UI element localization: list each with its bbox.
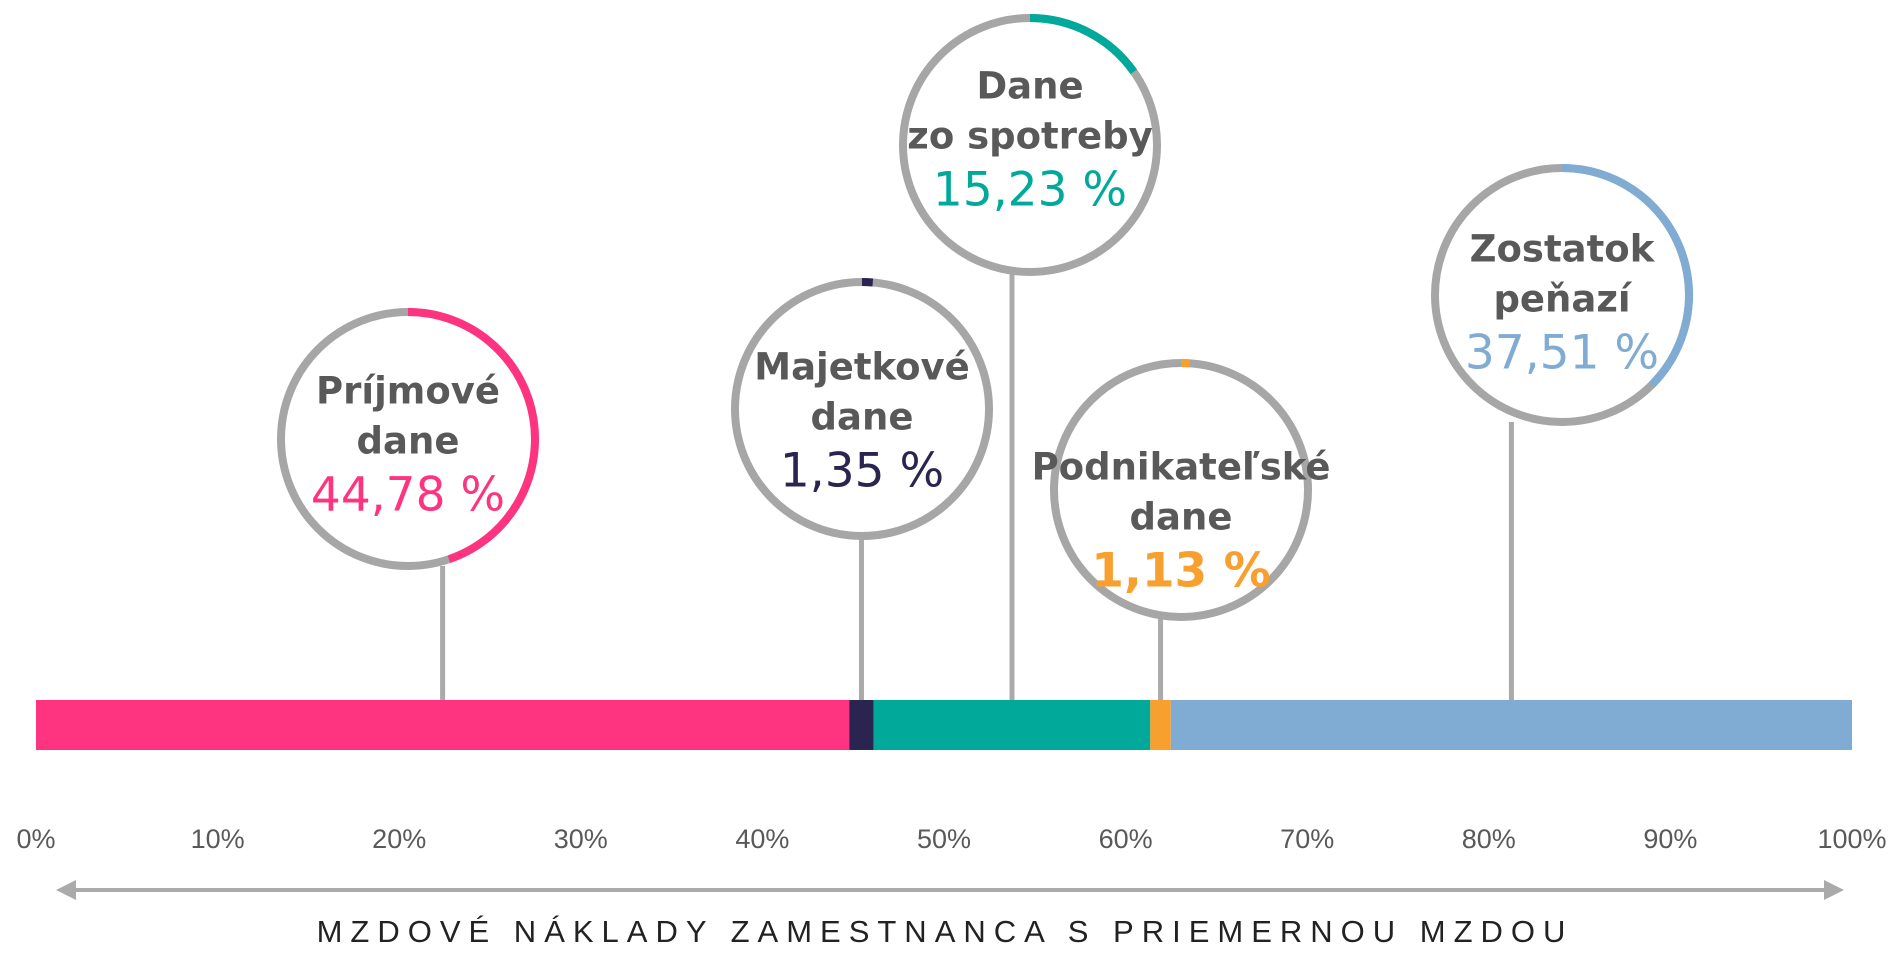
ring-arc — [407, 308, 539, 564]
x-tick-label: 20% — [372, 824, 426, 854]
callout-name: Dane — [976, 65, 1083, 108]
callout-name: dane — [811, 396, 914, 439]
bar-segment — [849, 700, 874, 750]
x-tick-label: 40% — [735, 824, 789, 854]
callout-name: dane — [1130, 496, 1233, 539]
x-tick-label: 100% — [1817, 824, 1886, 854]
callout-name: zo spotreby — [907, 115, 1152, 158]
callout-name: Podnikateľské — [1032, 446, 1331, 489]
x-tick-label: 50% — [917, 824, 971, 854]
callout-value: 15,23 % — [933, 163, 1127, 218]
x-tick-label: 30% — [554, 824, 608, 854]
bar-segment — [36, 700, 850, 750]
callout-name: peňazí — [1493, 278, 1632, 321]
callout-name: Majetkové — [754, 346, 970, 389]
callout-value: 1,13 % — [1091, 544, 1270, 599]
ring-arc — [1561, 164, 1693, 388]
x-axis-title: MZDOVÉ NÁKLADY ZAMESTNANCA S PRIEMERNOU … — [317, 914, 1574, 949]
callout-value: 1,35 % — [780, 444, 944, 499]
bar-segment — [1170, 700, 1852, 750]
x-tick-label: 90% — [1643, 824, 1697, 854]
callout-name: dane — [357, 420, 460, 463]
bar-segment — [873, 700, 1151, 750]
callout-name: Zostatok — [1470, 228, 1656, 271]
callout-name: Príjmové — [316, 370, 500, 413]
x-tick-label: 0% — [16, 824, 55, 854]
ring-arc — [1029, 14, 1138, 75]
callout-value: 37,51 % — [1465, 326, 1659, 381]
x-tick-label: 10% — [191, 824, 245, 854]
bar-segment — [1150, 700, 1171, 750]
x-tick-label: 60% — [1099, 824, 1153, 854]
callout-value: 44,78 % — [311, 468, 505, 523]
x-tick-label: 80% — [1462, 824, 1516, 854]
x-tick-label: 70% — [1280, 824, 1334, 854]
